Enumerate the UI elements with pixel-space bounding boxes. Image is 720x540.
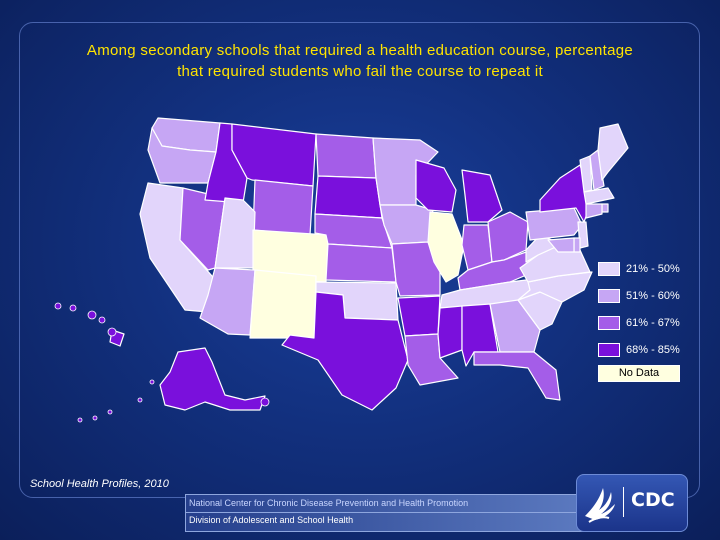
island xyxy=(54,302,62,310)
state-tx xyxy=(281,291,409,411)
footer-center-name: National Center for Chronic Disease Prev… xyxy=(189,498,469,508)
legend-item: 21% - 50% xyxy=(598,255,680,282)
state-ar xyxy=(397,295,441,337)
island xyxy=(107,409,113,415)
state-sd xyxy=(314,175,383,219)
legend-item: 68% - 85% xyxy=(598,336,680,363)
cdc-logo-text: CDC xyxy=(631,489,675,511)
source-citation: School Health Profiles, 2010 xyxy=(30,478,169,490)
island xyxy=(87,310,97,320)
island xyxy=(77,417,83,423)
state-de xyxy=(573,237,581,253)
legend-no-data: No Data xyxy=(598,363,680,383)
island xyxy=(92,415,98,421)
slide-title: Among secondary schools that required a … xyxy=(30,40,690,82)
island xyxy=(69,304,77,312)
legend-label: 21% - 50% xyxy=(626,262,680,275)
legend-swatch xyxy=(598,315,620,330)
state-ma xyxy=(583,187,615,205)
island xyxy=(107,327,117,337)
state-ak xyxy=(159,347,266,411)
state-md xyxy=(547,237,575,253)
state-vt xyxy=(579,155,593,193)
state-nd xyxy=(315,133,377,179)
legend-label: 51% - 60% xyxy=(626,289,680,302)
state-nh xyxy=(589,149,605,191)
title-line-2: that required students who fail the cour… xyxy=(177,63,543,80)
state-mi xyxy=(461,169,503,223)
legend-label: 61% - 67% xyxy=(626,316,680,329)
state-ms xyxy=(437,305,463,359)
island xyxy=(149,379,155,385)
legend-label: 68% - 85% xyxy=(626,343,680,356)
legend-item: 51% - 60% xyxy=(598,282,680,309)
legend-swatch xyxy=(598,288,620,303)
title-line-1: Among secondary schools that required a … xyxy=(86,42,634,59)
island xyxy=(98,316,106,324)
logo-divider xyxy=(623,487,624,517)
footer-divider xyxy=(186,512,588,513)
state-pa xyxy=(525,207,583,241)
state-me xyxy=(597,123,629,181)
state-wy xyxy=(252,179,314,236)
state-ct xyxy=(585,203,603,219)
legend-swatch xyxy=(598,342,620,357)
footer-bar: National Center for Chronic Disease Prev… xyxy=(185,494,589,532)
state-il xyxy=(427,211,465,283)
state-nm xyxy=(249,269,317,339)
no-data-label: No Data xyxy=(618,367,660,379)
state-ks xyxy=(325,243,397,283)
no-data-swatch: No Data xyxy=(598,364,680,382)
island xyxy=(260,397,270,407)
legend-item: 61% - 67% xyxy=(598,309,680,336)
footer-division-name: Division of Adolescent and School Health xyxy=(189,515,354,525)
cdc-logo: CDC xyxy=(576,474,688,532)
state-ri xyxy=(601,203,609,213)
legend: 21% - 50% 51% - 60% 61% - 67% 68% - 85% … xyxy=(598,255,680,383)
hhs-eagle-icon xyxy=(585,488,615,523)
state-wi xyxy=(415,159,457,213)
legend-swatch xyxy=(598,261,620,276)
state-fl xyxy=(473,351,561,401)
island xyxy=(137,397,143,403)
